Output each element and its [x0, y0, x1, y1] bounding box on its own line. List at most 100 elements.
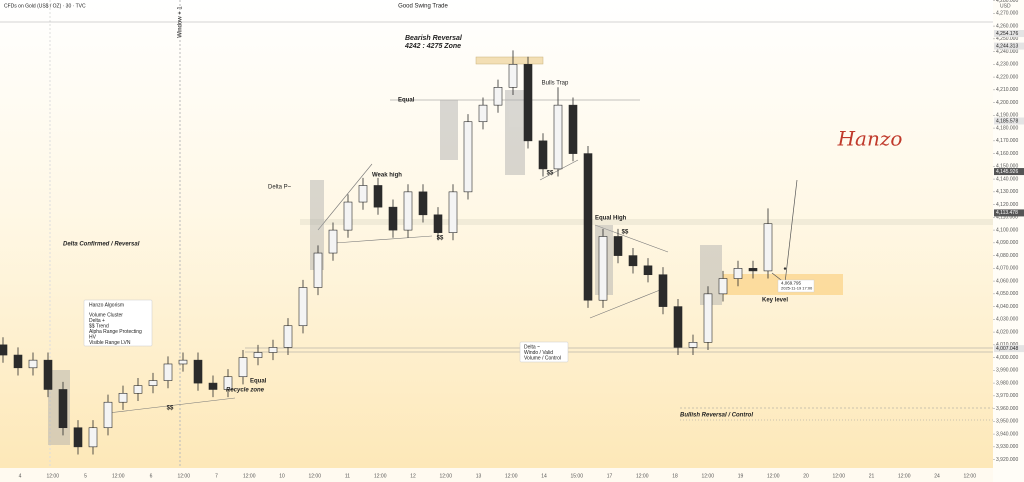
x-tick-label: 15:00 [570, 473, 583, 479]
candle-body [583, 153, 593, 301]
x-tick-label: 12:00 [505, 473, 518, 479]
algo-line: Delta + [89, 318, 105, 324]
annotation: Key level [762, 298, 788, 304]
y-tick-label: 3,960.000 [996, 406, 1018, 412]
candle-body [733, 268, 743, 279]
trend-line [539, 159, 579, 181]
y-tick-label: 4,170.000 [996, 138, 1018, 144]
trend-line [317, 163, 373, 231]
y-tick-label: 4,240.000 [996, 49, 1018, 55]
y-tick-label: 4,030.000 [996, 317, 1018, 323]
y-tick-label: 4,070.000 [996, 266, 1018, 272]
price-tag [994, 168, 1024, 176]
y-tick-label: 4,180.000 [996, 125, 1018, 131]
candle-body [43, 359, 53, 390]
price-axis [993, 0, 1024, 482]
price-tag [994, 117, 1024, 125]
candle-body [268, 347, 278, 353]
algo-line: Alpha Range Protecting [89, 329, 142, 335]
y-tick-label: 3,990.000 [996, 368, 1018, 374]
supply-zone [475, 56, 544, 65]
y-tick-label: 4,190.000 [996, 113, 1018, 119]
y-tick-label: 4,040.000 [996, 304, 1018, 310]
cursor-time: 2025-11-19 17:00 [781, 286, 813, 291]
delta-line: Volume / Control [524, 355, 561, 361]
trend-line [589, 289, 661, 319]
x-tick-label: 7 [215, 473, 218, 479]
algo-line: Visible Range LVN [89, 340, 131, 346]
candle-body [658, 274, 668, 307]
price-tag-label: 4,185.578 [996, 118, 1018, 124]
annotation: $$ [622, 230, 629, 236]
y-tick-label: 4,210.000 [996, 87, 1018, 93]
y-tick-label: 4,140.000 [996, 176, 1018, 182]
delta-box [519, 341, 569, 363]
candle-body [163, 363, 173, 381]
candle-body [298, 287, 308, 327]
y-tick-label: 4,260.000 [996, 23, 1018, 29]
price-tag [994, 42, 1024, 50]
x-tick-label: 12:00 [112, 473, 125, 479]
candle-body [133, 385, 143, 394]
candle-body [238, 357, 248, 378]
y-tick-label: 4,000.000 [996, 355, 1018, 361]
cursor-price: 4,069.795 [781, 281, 802, 286]
trend-line [594, 224, 669, 253]
price-tag-label: 4,113.478 [996, 210, 1018, 216]
candle-body [493, 87, 503, 106]
x-tick-label: 12:00 [767, 473, 780, 479]
candle-body [193, 359, 203, 384]
x-tick-label: 12:00 [898, 473, 911, 479]
candle-body [598, 236, 608, 301]
candle-body [508, 64, 518, 88]
x-tick-label: 11 [345, 473, 350, 479]
y-tick-label: 4,050.000 [996, 291, 1018, 297]
candle-body [358, 185, 368, 203]
annotation: Delta P~ [268, 185, 292, 191]
y-tick-label: 4,270.000 [996, 11, 1018, 17]
candle-body [538, 140, 548, 170]
x-tick-label: 17 [607, 473, 613, 479]
candle-body [73, 427, 83, 448]
candle-body [613, 236, 623, 256]
y-tick-label: 4,160.000 [996, 151, 1018, 157]
algo-line: HV [89, 334, 97, 340]
candle-body [463, 121, 473, 193]
x-tick-label: 10 [279, 473, 285, 479]
price-tag-label: 4,007.048 [996, 346, 1018, 352]
x-tick-label: 13 [476, 473, 482, 479]
price-tag-label: 4,145.926 [996, 169, 1018, 175]
candle-body [523, 64, 533, 142]
candle-body [373, 185, 383, 208]
candle-body [328, 229, 338, 254]
trend-line [334, 235, 433, 244]
x-tick-label: 12:00 [439, 473, 452, 479]
annotation: Bullish Reversal / Control [680, 413, 753, 419]
candle-body [673, 306, 683, 348]
candle-body [208, 382, 218, 390]
x-tick-label: 12:00 [963, 473, 976, 479]
annotation: $$ [167, 406, 174, 412]
x-tick-label: 12:00 [832, 473, 845, 479]
algo-line: $$ Trend [89, 323, 109, 329]
y-tick-label: 3,940.000 [996, 431, 1018, 437]
algo-title: Hanzo Algorism [89, 302, 124, 308]
y-tick-label: 3,970.000 [996, 393, 1018, 399]
y-tick-label: 4,200.000 [996, 100, 1018, 106]
annotation: Weak high [372, 173, 402, 179]
y-tick-label: 4,110.000 [996, 215, 1018, 221]
x-tick-label: 12:00 [308, 473, 321, 479]
cursor-point [783, 267, 787, 270]
x-tick-label: 6 [150, 473, 153, 479]
x-tick-label: 21 [869, 473, 875, 479]
x-tick-label: 12:00 [701, 473, 714, 479]
x-tick-label: 12:00 [636, 473, 649, 479]
candle-body [763, 223, 773, 272]
candle-body [568, 104, 578, 154]
y-tick-label: 3,950.000 [996, 419, 1018, 425]
x-tick-label: 14 [541, 473, 547, 479]
x-tick-label: 12:00 [46, 473, 59, 479]
x-tick-label: 20 [803, 473, 809, 479]
y-tick-label: 4,230.000 [996, 62, 1018, 68]
annotation: $$ [547, 171, 554, 177]
